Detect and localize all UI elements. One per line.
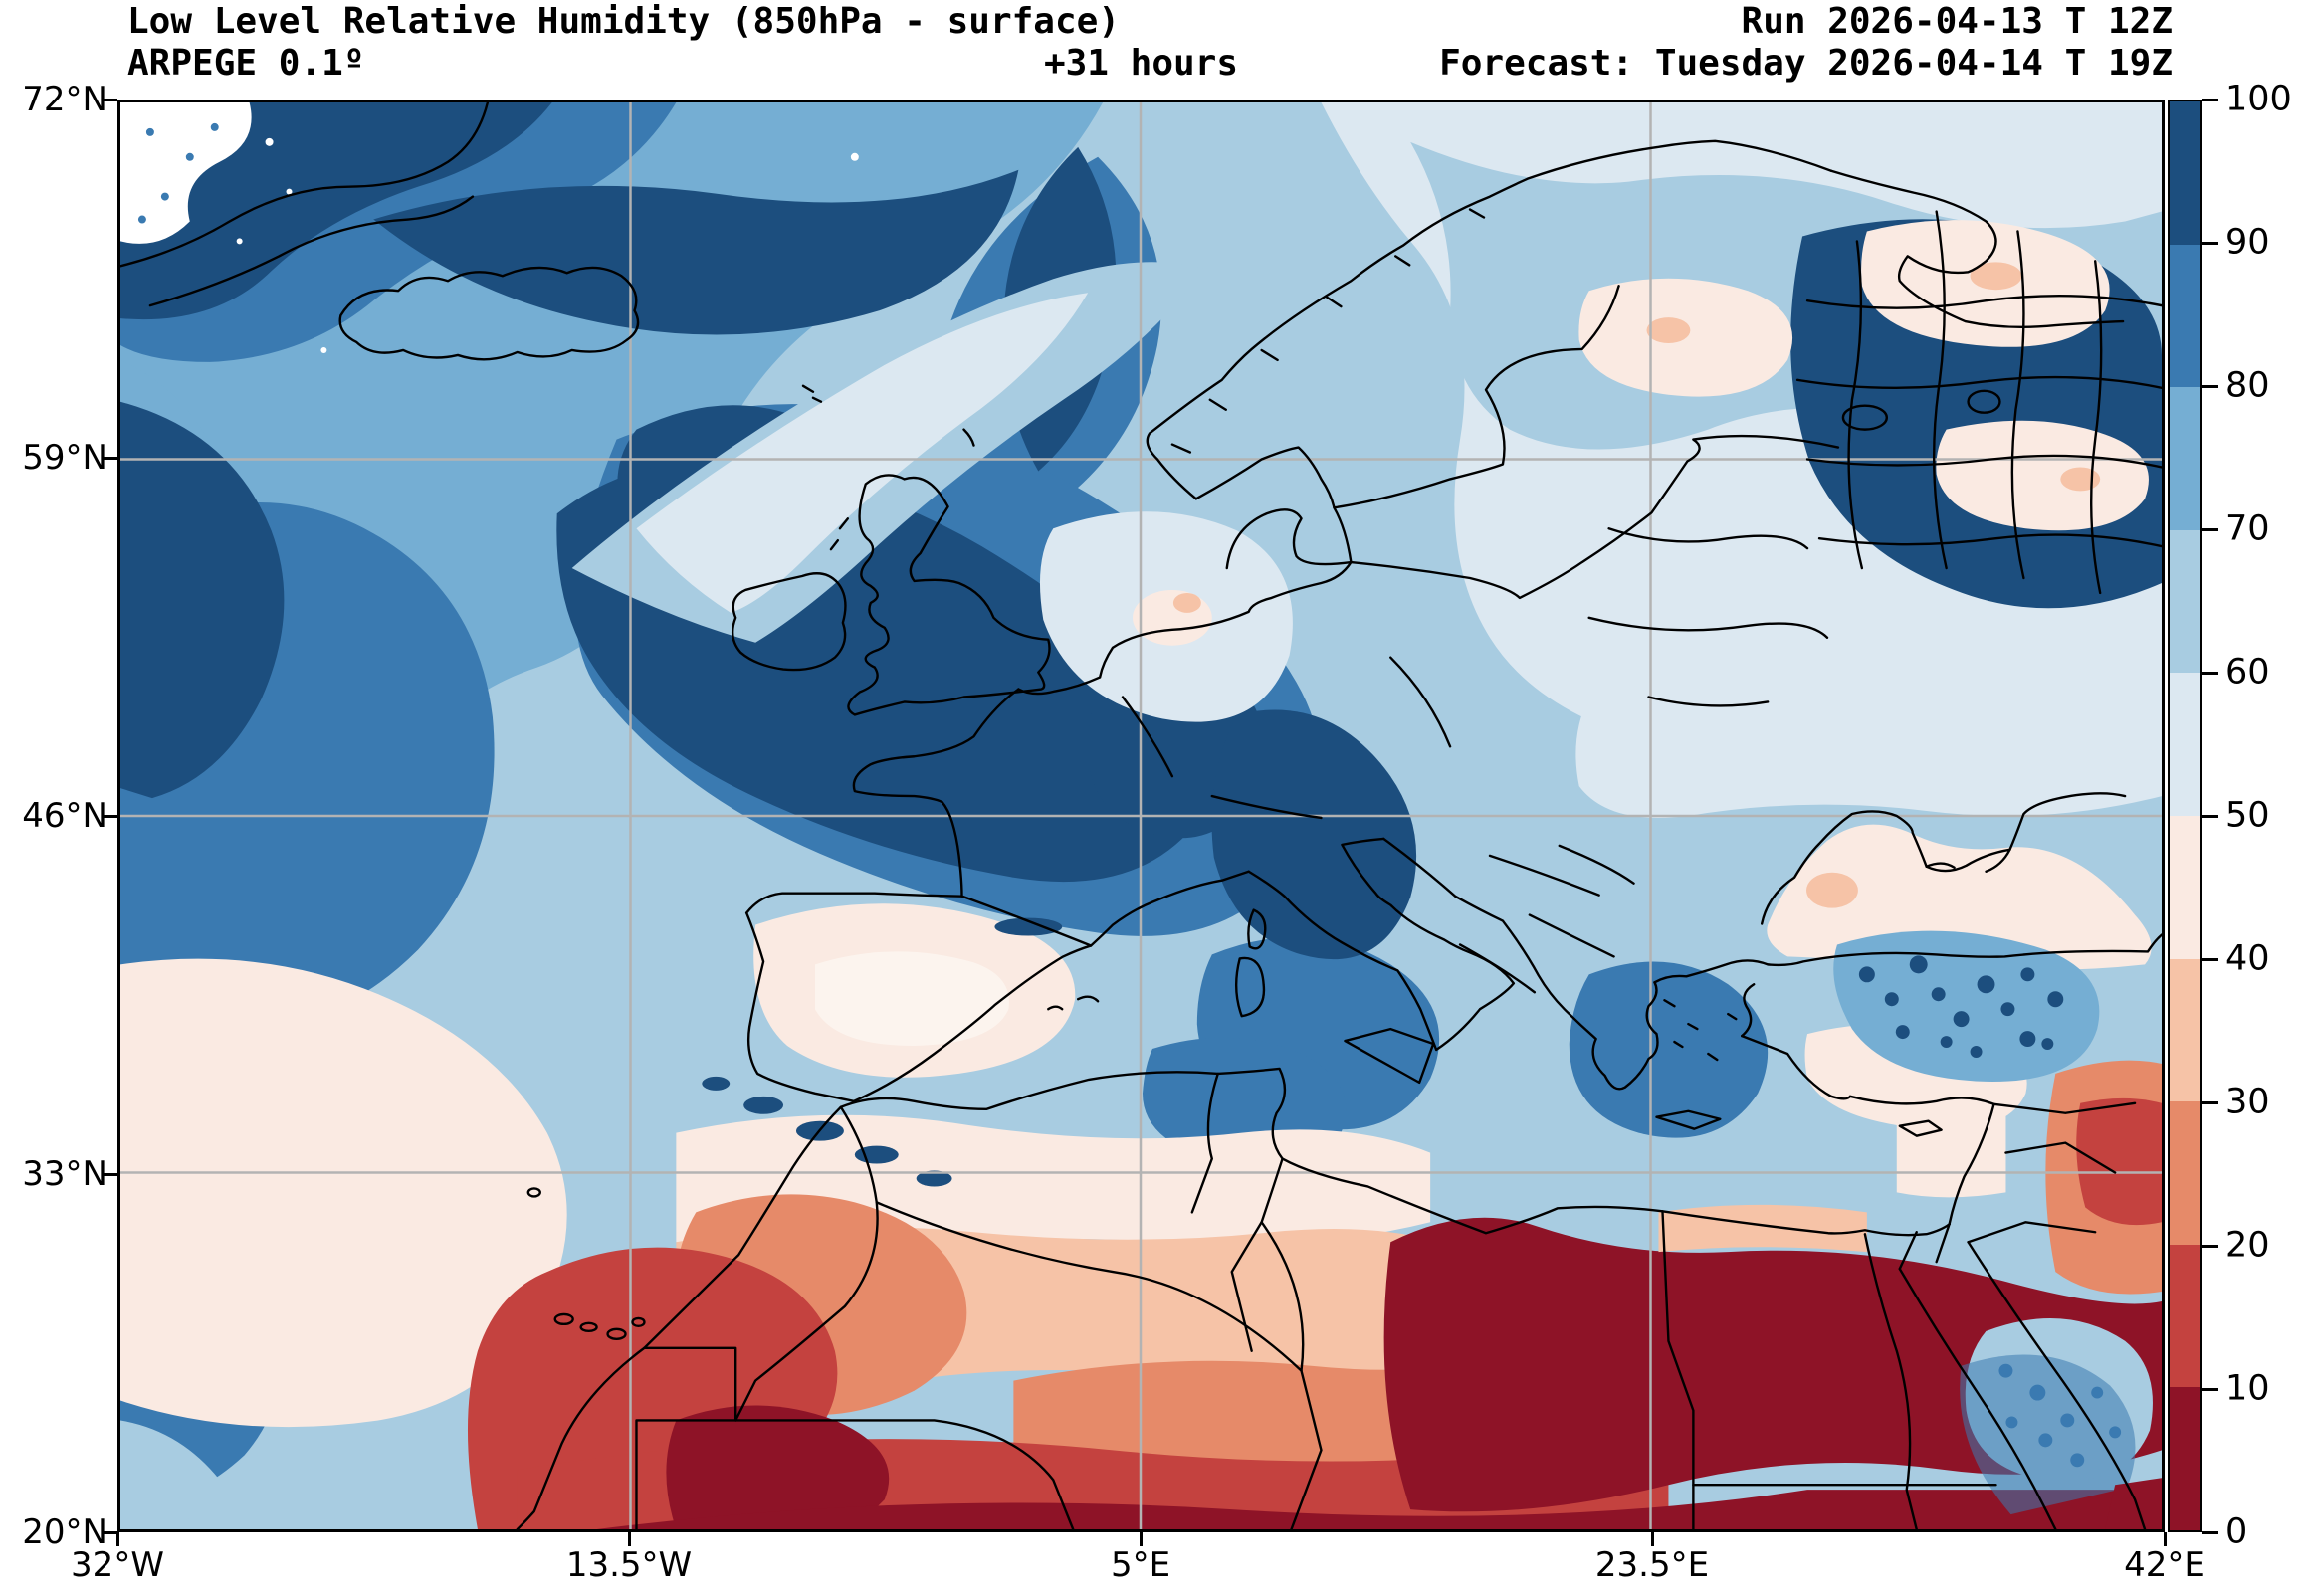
- colorbar-tick-label: 0: [2225, 1511, 2248, 1552]
- colorbar-tick-label: 70: [2225, 508, 2270, 549]
- chart-title: Low Level Relative Humidity (850hPa - su…: [127, 1, 1120, 42]
- colorbar-tick-label: 20: [2225, 1225, 2270, 1266]
- colorbar: [2168, 100, 2202, 1532]
- colorbar-tick-label: 100: [2225, 79, 2292, 119]
- colorbar-segment: [2170, 1101, 2200, 1245]
- colorbar-segment: [2170, 244, 2200, 388]
- lat-tick-label: 33°N: [22, 1154, 107, 1194]
- colorbar-tick: [2202, 385, 2218, 388]
- lat-tick: [104, 815, 117, 818]
- run-datetime-label: Run 2026-04-13 T 12Z: [1741, 1, 2173, 42]
- lon-tick: [2164, 1532, 2167, 1546]
- colorbar-tick: [2202, 1531, 2218, 1534]
- lat-tick-label: 72°N: [22, 80, 107, 119]
- lon-tick-label: 5°E: [1110, 1545, 1171, 1585]
- lon-tick: [628, 1532, 631, 1546]
- lon-tick: [1651, 1532, 1654, 1546]
- forecast-datetime-label: Forecast: Tuesday 2026-04-14 T 19Z: [1439, 43, 2173, 84]
- lat-tick-label: 46°N: [22, 796, 107, 836]
- colorbar-tick: [2202, 99, 2218, 101]
- humidity-contour-map: [120, 102, 2162, 1529]
- colorbar-segment: [2170, 673, 2200, 816]
- colorbar-tick-label: 60: [2225, 652, 2270, 693]
- colorbar-tick: [2202, 1101, 2218, 1104]
- colorbar-tick-label: 30: [2225, 1082, 2270, 1122]
- colorbar-segment: [2170, 101, 2200, 245]
- colorbar-tick-label: 90: [2225, 222, 2270, 263]
- colorbar-segment: [2170, 815, 2200, 959]
- colorbar-segment: [2170, 1244, 2200, 1388]
- colorbar-segment: [2170, 387, 2200, 530]
- colorbar-tick: [2202, 672, 2218, 675]
- colorbar-tick: [2202, 1388, 2218, 1391]
- graticule-gridlines: [120, 102, 2162, 1529]
- lead-time-label: +31 hours: [1043, 43, 1239, 84]
- lon-tick: [1140, 1532, 1143, 1546]
- colorbar-tick-label: 10: [2225, 1368, 2270, 1409]
- colorbar-tick-label: 80: [2225, 365, 2270, 406]
- colorbar-tick-label: 40: [2225, 938, 2270, 979]
- colorbar-tick-label: 50: [2225, 795, 2270, 836]
- lat-tick: [104, 1531, 117, 1534]
- colorbar-tick: [2202, 958, 2218, 961]
- colorbar-segment: [2170, 529, 2200, 674]
- lon-tick-label: 32°W: [71, 1545, 164, 1585]
- lon-tick-label: 42°E: [2124, 1545, 2205, 1585]
- colorbar-segment: [2170, 1387, 2200, 1530]
- lon-tick: [116, 1532, 119, 1546]
- lat-tick: [104, 457, 117, 460]
- map-plot-area: [117, 100, 2165, 1532]
- model-label: ARPEGE 0.1º: [127, 43, 365, 84]
- lat-tick: [104, 99, 117, 101]
- lat-tick-label: 59°N: [22, 438, 107, 478]
- colorbar-tick: [2202, 815, 2218, 818]
- lon-tick-label: 23.5°E: [1594, 1545, 1710, 1585]
- lat-tick-label: 20°N: [22, 1512, 107, 1552]
- coastlines-borders: [120, 102, 2162, 1529]
- colorbar-segment: [2170, 958, 2200, 1102]
- colorbar-tick: [2202, 1245, 2218, 1248]
- colorbar-tick: [2202, 528, 2218, 531]
- lon-tick-label: 13.5°W: [565, 1545, 693, 1585]
- lat-tick: [104, 1173, 117, 1176]
- colorbar-tick: [2202, 242, 2218, 245]
